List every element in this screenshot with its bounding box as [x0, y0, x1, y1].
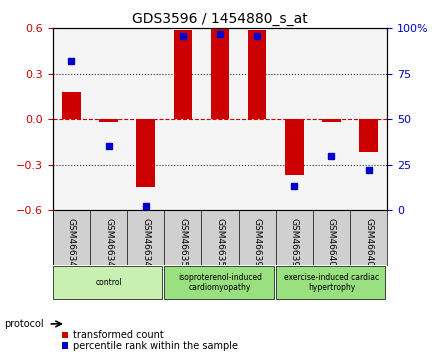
Text: GSM466399: GSM466399 — [290, 218, 299, 273]
FancyBboxPatch shape — [53, 266, 162, 299]
Text: GSM466350: GSM466350 — [178, 218, 187, 273]
Bar — [248, 30, 267, 119]
Text: GSM466400: GSM466400 — [327, 218, 336, 273]
Bar — [322, 119, 341, 122]
Bar — [285, 119, 304, 175]
Text: GSM466351: GSM466351 — [216, 218, 224, 273]
Bar — [99, 119, 118, 122]
Text: GSM466348: GSM466348 — [104, 218, 113, 273]
Text: exercise-induced cardiac
hypertrophy: exercise-induced cardiac hypertrophy — [284, 273, 379, 292]
Text: protocol: protocol — [4, 319, 44, 329]
Text: transformed count: transformed count — [73, 330, 163, 340]
Text: GSM466401: GSM466401 — [364, 218, 373, 273]
Text: percentile rank within the sample: percentile rank within the sample — [73, 341, 238, 350]
Bar — [173, 30, 192, 119]
FancyBboxPatch shape — [276, 266, 385, 299]
FancyBboxPatch shape — [164, 266, 274, 299]
Text: GSM466394: GSM466394 — [253, 218, 262, 273]
Bar — [136, 119, 155, 187]
Title: GDS3596 / 1454880_s_at: GDS3596 / 1454880_s_at — [132, 12, 308, 26]
Text: GSM466349: GSM466349 — [141, 218, 150, 273]
Bar — [211, 28, 229, 119]
Bar — [359, 119, 378, 153]
Text: isoproterenol-induced
cardiomyopathy: isoproterenol-induced cardiomyopathy — [178, 273, 262, 292]
Text: control: control — [95, 278, 122, 287]
Bar — [62, 92, 81, 119]
Text: GSM466341: GSM466341 — [67, 218, 76, 273]
